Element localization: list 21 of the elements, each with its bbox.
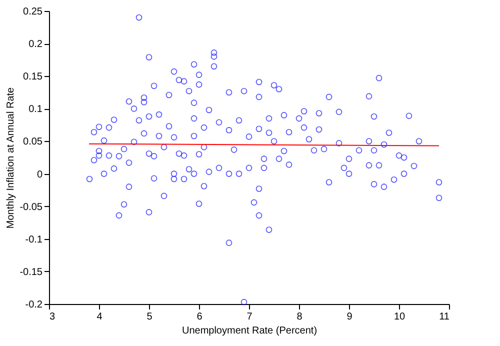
y-tick-label: 0.1	[28, 104, 43, 116]
y-tick-label: 0.05	[23, 136, 43, 148]
x-tick-label: 3	[50, 312, 56, 322]
x-tick-label: 6	[196, 312, 203, 322]
y-tick-label: -0.1	[25, 234, 43, 246]
y-tick-label: 0.2	[28, 39, 43, 50]
y-tick-label: 0	[36, 169, 43, 180]
y-tick-label: -0.15	[20, 266, 43, 278]
y-tick-label: 0.15	[23, 72, 43, 83]
x-tick-label: 7	[246, 312, 253, 322]
x-tick-label: 9	[346, 312, 353, 322]
x-tick-label: 10	[394, 312, 406, 322]
y-tick-label: 0.25	[23, 6, 43, 18]
x-tick-label: 5	[146, 312, 153, 322]
y-tick-label: -0.05	[20, 202, 43, 213]
x-tick-label: 8	[296, 312, 303, 322]
y-tick-label: -0.2	[25, 300, 43, 310]
x-tick-label: 4	[96, 312, 103, 322]
x-axis-title: Unemployment Rate (Percent)	[182, 326, 318, 336]
y-axis-title: Monthly Inflation at Annual Rate	[6, 86, 17, 229]
x-tick-label: 11	[439, 312, 450, 322]
